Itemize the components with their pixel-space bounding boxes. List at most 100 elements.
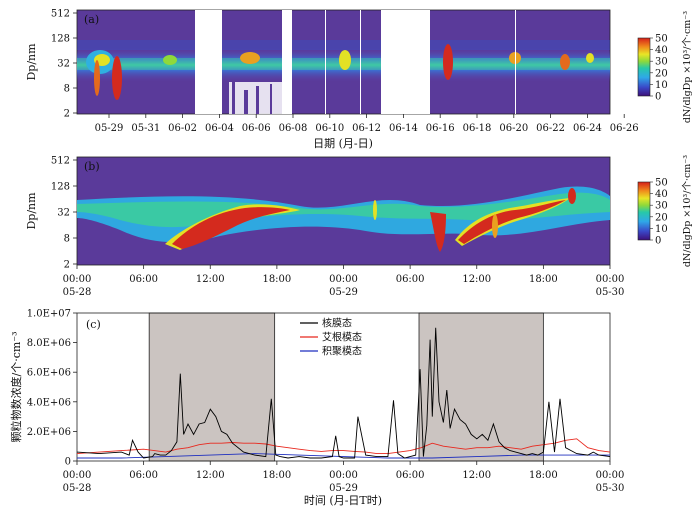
panel-a-xtick-label: 06-14 xyxy=(389,123,418,134)
panel-a-missing-1 xyxy=(195,10,222,114)
panel-a-xtick-label: 06-24 xyxy=(573,123,602,134)
panel-b-xtick-label: 12:00 xyxy=(196,274,225,285)
panel-a-xtick-label: 06-10 xyxy=(315,123,344,134)
panel-b-label: (b) xyxy=(84,160,100,173)
panel-c-shaded-period xyxy=(148,312,276,462)
panel-b-cbtick-label: 30 xyxy=(655,201,668,212)
panel-c-xdate-label: 05-30 xyxy=(596,483,625,494)
panel-c-xdate-label: 05-28 xyxy=(63,483,92,494)
panel-c-series-lines xyxy=(77,327,610,459)
panel-b-ytick-label: 512 xyxy=(51,156,70,167)
panel-c-shaded-periods xyxy=(148,312,544,462)
panel-a: (a) 2 8 32 128 512 05-29 05-31 06-02 06-04 06-06… xyxy=(25,9,693,151)
panel-c: (c) 0 2.0E+06 4.0E+06 6.0E+06 8.0E+06 1.0E+07… xyxy=(9,309,624,508)
panel-a-cbtick-label: 0 xyxy=(655,92,661,103)
legend-label-2: 积聚模态 xyxy=(322,345,362,358)
panel-b-heatmap xyxy=(77,186,610,252)
panel-c-xtick-label: 00:00 xyxy=(63,470,92,481)
panel-c-shaded-period xyxy=(418,312,544,462)
panel-c-label: (c) xyxy=(86,318,101,331)
panel-c-ytick-label: 6.0E+06 xyxy=(27,368,71,379)
panel-b-cbtick-label: 0 xyxy=(655,236,661,247)
panel-a-xtick-label: 05-31 xyxy=(131,123,160,134)
panel-c-xtick-label: 18:00 xyxy=(529,470,558,481)
panel-b-cbtick-label: 10 xyxy=(655,224,668,235)
panel-a-xtick-label: 06-06 xyxy=(242,123,271,134)
panel-b-cbtick-label: 50 xyxy=(655,178,668,189)
panel-a-missing-4 xyxy=(229,82,282,114)
panel-c-xtick-label: 06:00 xyxy=(129,470,158,481)
panel-a-xtick-label: 06-08 xyxy=(279,123,308,134)
panel-a-missing-3 xyxy=(381,10,430,114)
panel-b-cbtick-label: 40 xyxy=(655,189,668,200)
panel-c-ytick-label: 0 xyxy=(65,457,71,468)
panel-c-xdate-label: 05-29 xyxy=(329,483,358,494)
panel-b-ytick-label: 128 xyxy=(51,182,70,193)
panel-c-xtick-label: 12:00 xyxy=(196,470,225,481)
legend-label-1: 艾根模态 xyxy=(322,331,362,344)
panel-a-cbtick-label: 40 xyxy=(655,45,668,56)
panel-a-xtick-label: 05-29 xyxy=(95,123,124,134)
panel-b-x-ticks: 00:00 06:00 12:00 18:00 00:00 06:00 12:00 18:00… xyxy=(63,265,625,298)
panel-b-cbtick-label: 20 xyxy=(655,212,668,223)
legend-label-0: 核膜态 xyxy=(322,317,352,330)
panel-b-ylabel: Dp/nm xyxy=(25,192,38,230)
panel-c-x-ticks: 00:00 06:00 12:00 18:00 00:00 06:00 12:00 18:00… xyxy=(63,461,625,494)
panel-c-y-ticks: 0 2.0E+06 4.0E+06 6.0E+06 8.0E+06 1.0E+07 xyxy=(27,309,77,468)
panel-b-ytick-label: 8 xyxy=(64,234,70,245)
panel-a-missing-2 xyxy=(282,10,292,114)
panel-b-xtick-label: 00:00 xyxy=(329,274,358,285)
panel-a-ytick-label: 2 xyxy=(64,109,70,120)
panel-a-cbtick-label: 20 xyxy=(655,68,668,79)
panel-a-xtick-label: 06-26 xyxy=(610,123,639,134)
panel-a-cbtick-label: 30 xyxy=(655,57,668,68)
panel-a-heatmap xyxy=(77,10,610,114)
panel-c-ytick-label: 8.0E+06 xyxy=(27,338,71,349)
panel-a-colorbar xyxy=(637,37,651,97)
panel-b-xdate-label: 05-30 xyxy=(596,287,625,298)
panel-c-xtick-label: 18:00 xyxy=(262,470,291,481)
panel-b-xtick-label: 06:00 xyxy=(396,274,425,285)
panel-a-xtick-label: 06-16 xyxy=(426,123,455,134)
panel-c-xtick-label: 12:00 xyxy=(462,470,491,481)
panel-a-label: (a) xyxy=(84,13,99,26)
series-line-2 xyxy=(77,453,610,459)
panel-a-y-ticks: 2 8 32 128 512 xyxy=(51,9,77,120)
panel-b-xtick-label: 18:00 xyxy=(529,274,558,285)
panel-c-ytick-label: 1.0E+07 xyxy=(27,309,71,320)
panel-a-ytick-label: 8 xyxy=(64,84,70,95)
panel-c-xtick-label: 06:00 xyxy=(396,470,425,481)
panel-a-xtick-label: 06-04 xyxy=(205,123,234,134)
panel-c-xtick-label: 00:00 xyxy=(596,470,625,481)
panel-a-x-ticks: 05-29 05-31 06-02 06-04 06-06 06-08 06-10 06-12… xyxy=(95,114,639,134)
panel-b: (b) 2 8 32 128 512 00:00 06:00 12:00 18:00 00:00… xyxy=(25,155,693,298)
panel-a-cbtick-label: 50 xyxy=(655,34,668,45)
panel-a-colorbar-label: dN/dlgDp ×10³/个·cm⁻³ xyxy=(682,11,693,123)
panel-b-ytick-label: 32 xyxy=(57,208,70,219)
panel-a-xtick-label: 06-12 xyxy=(352,123,381,134)
panel-b-xdate-label: 05-29 xyxy=(329,287,358,298)
panel-a-ytick-label: 512 xyxy=(51,9,70,20)
panel-c-xtick-label: 00:00 xyxy=(329,470,358,481)
panel-a-ylabel: Dp/nm xyxy=(25,43,38,81)
panel-a-xtick-label: 06-20 xyxy=(499,123,528,134)
panel-b-ytick-label: 2 xyxy=(64,260,70,271)
panel-b-y-ticks: 2 8 32 128 512 xyxy=(51,156,77,271)
panel-a-ytick-label: 128 xyxy=(51,34,70,45)
panel-b-colorbar-label: dN/dlgDp ×10³/个·cm⁻³ xyxy=(682,155,693,267)
panel-b-xtick-label: 06:00 xyxy=(129,274,158,285)
panel-b-xtick-label: 00:00 xyxy=(63,274,92,285)
series-line-1 xyxy=(77,438,610,455)
panel-c-xlabel: 时间 (月-日T时) xyxy=(304,494,382,507)
series-line-0 xyxy=(77,327,610,459)
panel-c-ytick-label: 4.0E+06 xyxy=(27,397,71,408)
panel-a-cbtick-label: 10 xyxy=(655,80,668,91)
panel-c-ylabel: 颗粒物数浓度/个·cm⁻³ xyxy=(9,331,23,442)
panel-b-xtick-label: 12:00 xyxy=(462,274,491,285)
panel-a-xtick-label: 06-22 xyxy=(536,123,565,134)
panel-a-ytick-label: 32 xyxy=(57,59,70,70)
panel-a-xtick-label: 06-02 xyxy=(168,123,197,134)
